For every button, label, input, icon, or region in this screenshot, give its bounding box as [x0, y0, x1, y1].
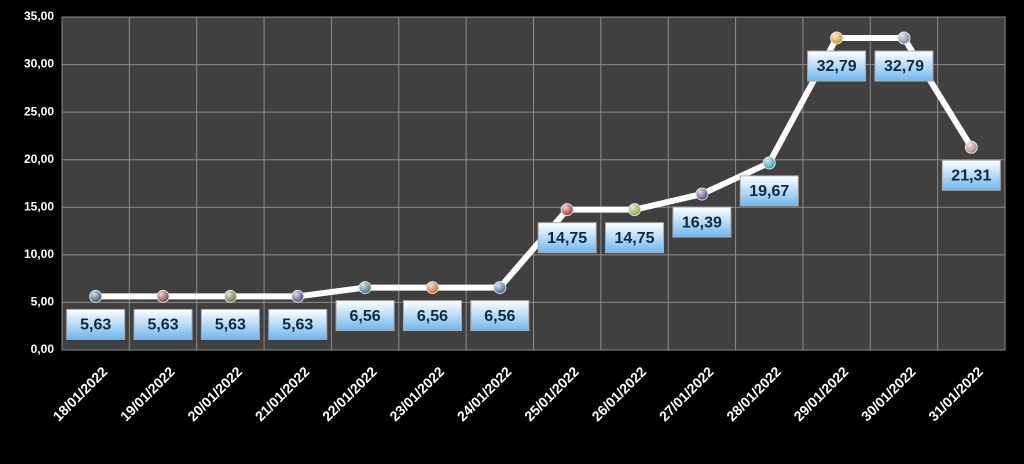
data-label: 6,56 [350, 308, 381, 325]
data-label: 19,67 [749, 183, 789, 200]
data-label-box [537, 222, 597, 254]
x-tick-label: 21/01/2022 [252, 363, 313, 424]
marker-shine [224, 290, 237, 303]
x-tick-label: 28/01/2022 [723, 363, 784, 424]
data-label-box [739, 175, 799, 207]
x-tick-label: 22/01/2022 [319, 363, 380, 424]
data-label: 5,63 [80, 317, 111, 334]
data-label: 14,75 [547, 230, 587, 247]
marker-shine [291, 290, 304, 303]
y-tick-label: 0,00 [31, 342, 55, 356]
x-tick-label: 24/01/2022 [454, 363, 515, 424]
marker-shine [89, 290, 102, 303]
x-tick-label: 23/01/2022 [386, 363, 447, 424]
data-label: 6,56 [484, 308, 515, 325]
marker-shine [493, 281, 506, 294]
data-label-box [672, 206, 732, 238]
data-label: 32,79 [817, 58, 857, 75]
data-label-box [66, 308, 126, 340]
data-label-box [402, 300, 462, 332]
x-tick-label: 26/01/2022 [588, 363, 649, 424]
data-label-box [874, 50, 934, 82]
y-tick-label: 25,00 [24, 104, 54, 118]
data-label-box [941, 159, 1001, 191]
data-label-box [200, 308, 260, 340]
x-tick-label: 18/01/2022 [50, 363, 111, 424]
data-label: 5,63 [215, 317, 246, 334]
marker-shine [830, 32, 843, 45]
data-label: 14,75 [615, 230, 655, 247]
data-label: 6,56 [417, 308, 448, 325]
data-label-box [335, 300, 395, 332]
x-tick-label: 29/01/2022 [790, 363, 851, 424]
data-label: 5,63 [282, 317, 313, 334]
marker-shine [628, 203, 641, 216]
y-tick-label: 35,00 [24, 9, 54, 23]
y-tick-label: 5,00 [31, 295, 55, 309]
data-label: 21,31 [951, 167, 991, 184]
x-tick-label: 31/01/2022 [925, 363, 986, 424]
y-tick-label: 10,00 [24, 247, 54, 261]
data-label: 16,39 [682, 214, 722, 231]
marker-shine [426, 281, 439, 294]
x-tick-label: 30/01/2022 [858, 363, 919, 424]
data-label-box [268, 308, 328, 340]
data-label: 32,79 [884, 58, 924, 75]
marker-shine [561, 203, 574, 216]
marker-shine [695, 188, 708, 201]
data-label: 5,63 [147, 317, 178, 334]
y-tick-label: 20,00 [24, 152, 54, 166]
data-label-box [470, 300, 530, 332]
x-tick-label: 27/01/2022 [656, 363, 717, 424]
data-label-box [133, 308, 193, 340]
marker-shine [965, 141, 978, 154]
y-tick-label: 30,00 [24, 57, 54, 71]
marker-shine [897, 32, 910, 45]
marker-shine [157, 290, 170, 303]
marker-shine [359, 281, 372, 294]
marker-shine [763, 156, 776, 169]
x-tick-label: 25/01/2022 [521, 363, 582, 424]
data-label-box [605, 222, 665, 254]
x-tick-label: 20/01/2022 [184, 363, 245, 424]
plot-border [61, 16, 1006, 351]
x-tick-label: 19/01/2022 [117, 363, 178, 424]
data-label-box [807, 50, 867, 82]
y-tick-label: 15,00 [24, 199, 54, 213]
